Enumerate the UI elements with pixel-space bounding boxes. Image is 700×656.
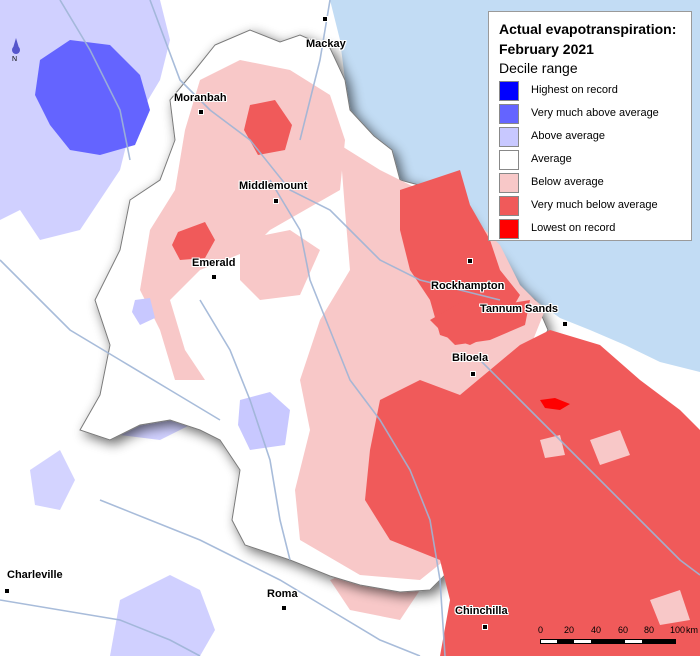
scale-unit: km <box>686 625 698 635</box>
very-below-northeast <box>400 170 520 345</box>
legend-swatch <box>499 219 519 239</box>
map-legend: Actual evapotranspiration: February 2021… <box>488 11 692 241</box>
very-below-moranbah <box>244 100 292 155</box>
legend-item-label: Average <box>531 153 572 165</box>
legend-period: February 2021 <box>499 41 594 57</box>
legend-item: Above average <box>499 127 689 147</box>
middlemount-marker <box>273 198 279 204</box>
very-below-southeast <box>365 330 700 656</box>
legend-swatch <box>499 150 519 170</box>
legend-swatch <box>499 173 519 193</box>
emerald-marker <box>211 274 217 280</box>
scale-label: 40 <box>591 625 602 635</box>
legend-item: Very much above average <box>499 104 689 124</box>
legend-subtitle: Decile range <box>499 60 578 76</box>
legend-item-label: Lowest on record <box>531 222 616 234</box>
scale-label: 60 <box>618 625 629 635</box>
town-label-biloela: Biloela <box>452 352 489 364</box>
charleville-marker <box>4 588 10 594</box>
town-label-roma: Roma <box>267 588 298 600</box>
very-below-emerald <box>172 222 215 260</box>
town-label-charleville: Charleville <box>7 569 63 581</box>
scale-label: 100 <box>670 625 686 635</box>
legend-item-label: Very much below average <box>531 199 658 211</box>
below-average-islands <box>540 430 690 625</box>
moranbah-marker <box>198 109 204 115</box>
above-average-patch-west <box>238 392 290 450</box>
chinchilla-marker <box>482 624 488 630</box>
scale-bar: 0 20 40 60 80 100 km <box>538 625 700 656</box>
north-arrow: N <box>8 38 24 68</box>
very-much-above-average-patch <box>35 40 150 155</box>
roma-marker <box>281 605 287 611</box>
below-average-patch-mid <box>240 230 320 300</box>
legend-item: Below average <box>499 173 689 193</box>
legend-item: Very much below average <box>499 196 689 216</box>
legend-swatch <box>499 104 519 124</box>
north-label: N <box>12 56 18 63</box>
scale-bar-segment <box>557 639 574 644</box>
town-label-moranbah: Moranbah <box>174 92 227 104</box>
legend-swatch <box>499 127 519 147</box>
mackay-marker <box>322 16 328 22</box>
town-label-middlemount: Middlemount <box>239 180 308 192</box>
legend-swatch <box>499 81 519 101</box>
rockhampton-marker <box>467 258 473 264</box>
scale-bar-segment <box>591 639 625 644</box>
below-average-north <box>140 60 345 380</box>
legend-item: Highest on record <box>499 81 689 101</box>
town-label-emerald: Emerald <box>192 257 236 269</box>
lowest-on-record-patch <box>540 398 570 410</box>
very-below-biloela-strip <box>430 300 530 345</box>
town-label-rockhampton: Rockhampton <box>431 280 505 292</box>
outer-south-blue <box>110 575 215 656</box>
legend-item-label: Below average <box>531 176 604 188</box>
scale-label: 20 <box>564 625 575 635</box>
town-label-chinchilla: Chinchilla <box>455 605 508 617</box>
legend-title: Actual evapotranspiration: <box>499 21 677 37</box>
legend-item-label: Very much above average <box>531 107 659 119</box>
legend-item-label: Above average <box>531 130 605 142</box>
town-label-mackay: Mackay <box>306 38 346 50</box>
legend-item-label: Highest on record <box>531 84 618 96</box>
scale-label: 0 <box>538 625 544 635</box>
legend-item: Average <box>499 150 689 170</box>
town-label-tannum-sands: Tannum Sands <box>480 303 559 315</box>
tannum-sands-marker <box>562 321 568 327</box>
legend-item: Lowest on record <box>499 219 689 239</box>
biloela-marker <box>470 371 476 377</box>
scale-bar-segment <box>642 639 676 644</box>
above-average-patch-small <box>132 298 155 325</box>
scale-label: 80 <box>644 625 655 635</box>
legend-swatch <box>499 196 519 216</box>
outer-southwest-blue <box>30 450 75 510</box>
